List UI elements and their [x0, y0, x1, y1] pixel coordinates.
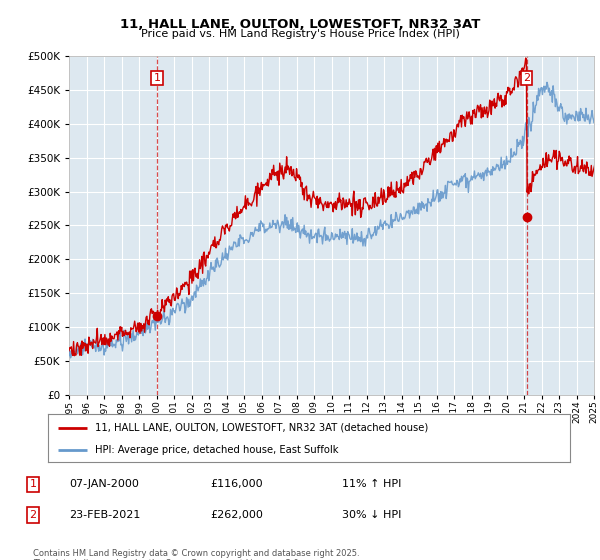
Text: 07-JAN-2000: 07-JAN-2000	[69, 479, 139, 489]
Text: 1: 1	[154, 73, 161, 83]
Text: 30% ↓ HPI: 30% ↓ HPI	[342, 510, 401, 520]
Text: £116,000: £116,000	[210, 479, 263, 489]
Text: 2: 2	[523, 73, 530, 83]
Text: 23-FEB-2021: 23-FEB-2021	[69, 510, 140, 520]
Text: HPI: Average price, detached house, East Suffolk: HPI: Average price, detached house, East…	[95, 445, 338, 455]
Text: 11% ↑ HPI: 11% ↑ HPI	[342, 479, 401, 489]
Text: £262,000: £262,000	[210, 510, 263, 520]
Text: 1: 1	[29, 479, 37, 489]
Text: Contains HM Land Registry data © Crown copyright and database right 2025.
This d: Contains HM Land Registry data © Crown c…	[33, 549, 359, 560]
Text: 2: 2	[29, 510, 37, 520]
Text: 11, HALL LANE, OULTON, LOWESTOFT, NR32 3AT: 11, HALL LANE, OULTON, LOWESTOFT, NR32 3…	[120, 18, 480, 31]
Text: 11, HALL LANE, OULTON, LOWESTOFT, NR32 3AT (detached house): 11, HALL LANE, OULTON, LOWESTOFT, NR32 3…	[95, 423, 428, 433]
Text: Price paid vs. HM Land Registry's House Price Index (HPI): Price paid vs. HM Land Registry's House …	[140, 29, 460, 39]
